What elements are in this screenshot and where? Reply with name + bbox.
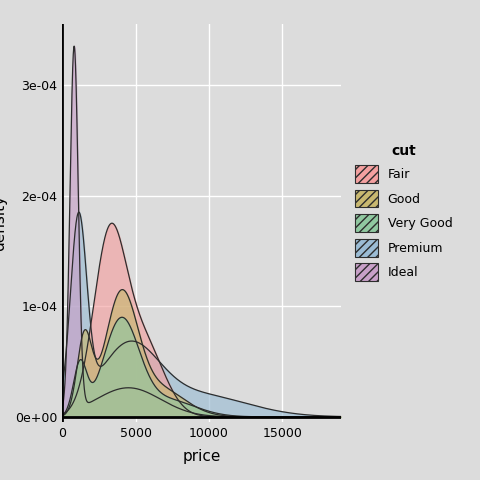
Y-axis label: density: density xyxy=(0,195,7,251)
X-axis label: price: price xyxy=(182,449,221,464)
Legend: Fair, Good, Very Good, Premium, Ideal: Fair, Good, Very Good, Premium, Ideal xyxy=(353,142,455,284)
